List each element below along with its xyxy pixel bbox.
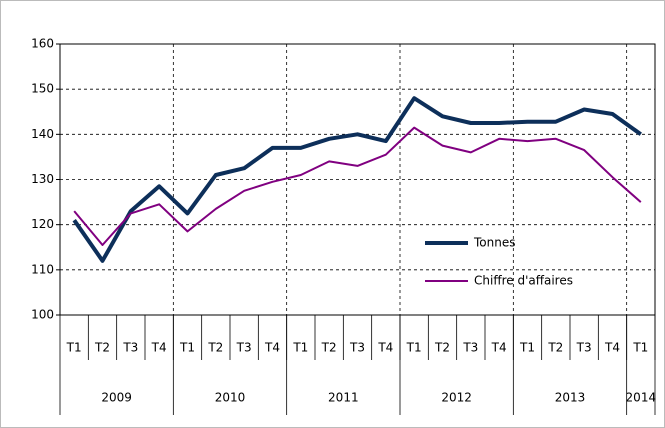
x-tick-label: T3 bbox=[236, 341, 252, 355]
y-tick-label: 120 bbox=[31, 217, 54, 231]
y-tick-label: 110 bbox=[31, 262, 54, 276]
x-tick-label: T4 bbox=[491, 341, 507, 355]
year-label: 2009 bbox=[101, 391, 132, 405]
y-tick-label: 160 bbox=[31, 37, 54, 51]
x-tick-label: T3 bbox=[576, 341, 592, 355]
x-tick-label: T3 bbox=[349, 341, 365, 355]
x-tick-label: T1 bbox=[632, 341, 648, 355]
year-label: 2014 bbox=[626, 391, 657, 405]
x-tick-label: T1 bbox=[519, 341, 535, 355]
x-tick-label: T2 bbox=[94, 341, 110, 355]
x-tick-label: T3 bbox=[122, 341, 138, 355]
x-tick-label: T1 bbox=[406, 341, 422, 355]
legend-label: Tonnes bbox=[473, 236, 515, 250]
x-tick-label: T1 bbox=[292, 341, 308, 355]
y-tick-label: 100 bbox=[31, 308, 54, 322]
x-tick-label: T1 bbox=[66, 341, 82, 355]
y-tick-label: 150 bbox=[31, 82, 54, 96]
legend-label: Chiffre d'affaires bbox=[474, 274, 573, 288]
x-tick-label: T2 bbox=[547, 341, 563, 355]
year-label: 2010 bbox=[215, 391, 246, 405]
year-label: 2012 bbox=[441, 391, 472, 405]
x-tick-label: T4 bbox=[604, 341, 620, 355]
x-tick-label: T4 bbox=[377, 341, 393, 355]
x-tick-label: T2 bbox=[207, 341, 223, 355]
year-label: 2013 bbox=[555, 391, 586, 405]
y-tick-label: 140 bbox=[31, 127, 54, 141]
x-tick-label: T2 bbox=[321, 341, 337, 355]
x-tick-label: T1 bbox=[179, 341, 195, 355]
series-line bbox=[73, 126, 642, 246]
x-tick-label: T4 bbox=[264, 341, 280, 355]
x-tick-label: T4 bbox=[151, 341, 167, 355]
x-tick-label: T3 bbox=[462, 341, 478, 355]
x-tick-label: T2 bbox=[434, 341, 450, 355]
year-label: 2011 bbox=[328, 391, 359, 405]
y-tick-label: 130 bbox=[31, 172, 54, 186]
plot-border bbox=[59, 43, 656, 316]
series-line bbox=[72, 96, 642, 263]
